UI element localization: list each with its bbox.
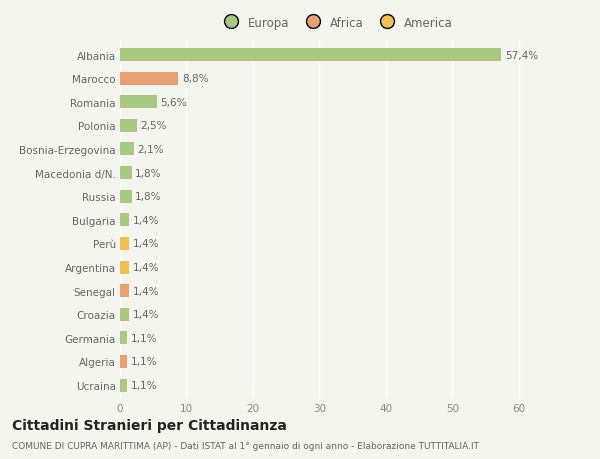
Bar — [120, 49, 502, 62]
Text: COMUNE DI CUPRA MARITTIMA (AP) - Dati ISTAT al 1° gennaio di ogni anno - Elabora: COMUNE DI CUPRA MARITTIMA (AP) - Dati IS… — [12, 441, 479, 450]
Text: 2,5%: 2,5% — [140, 121, 166, 131]
Bar — [120, 167, 132, 179]
Text: 2,1%: 2,1% — [137, 145, 164, 155]
Bar — [120, 308, 130, 321]
Text: 5,6%: 5,6% — [161, 98, 187, 107]
Text: 1,4%: 1,4% — [133, 239, 159, 249]
Text: 1,8%: 1,8% — [135, 192, 162, 202]
Text: 8,8%: 8,8% — [182, 74, 208, 84]
Text: 1,8%: 1,8% — [135, 168, 162, 178]
Bar — [120, 237, 130, 250]
Text: 1,1%: 1,1% — [131, 357, 157, 367]
Text: 1,4%: 1,4% — [133, 263, 159, 273]
Bar — [120, 285, 130, 297]
Text: 1,1%: 1,1% — [131, 380, 157, 390]
Text: 1,1%: 1,1% — [131, 333, 157, 343]
Bar — [120, 214, 130, 227]
Bar — [120, 143, 134, 156]
Bar — [120, 73, 178, 85]
Text: Cittadini Stranieri per Cittadinanza: Cittadini Stranieri per Cittadinanza — [12, 418, 287, 431]
Text: 1,4%: 1,4% — [133, 215, 159, 225]
Bar — [120, 120, 137, 133]
Bar — [120, 96, 157, 109]
Legend: Europa, Africa, America: Europa, Africa, America — [217, 14, 455, 32]
Text: 1,4%: 1,4% — [133, 286, 159, 296]
Bar — [120, 261, 130, 274]
Bar — [120, 355, 127, 368]
Bar — [120, 379, 127, 392]
Bar — [120, 331, 127, 345]
Text: 1,4%: 1,4% — [133, 309, 159, 319]
Bar — [120, 190, 132, 203]
Text: 57,4%: 57,4% — [505, 50, 538, 61]
